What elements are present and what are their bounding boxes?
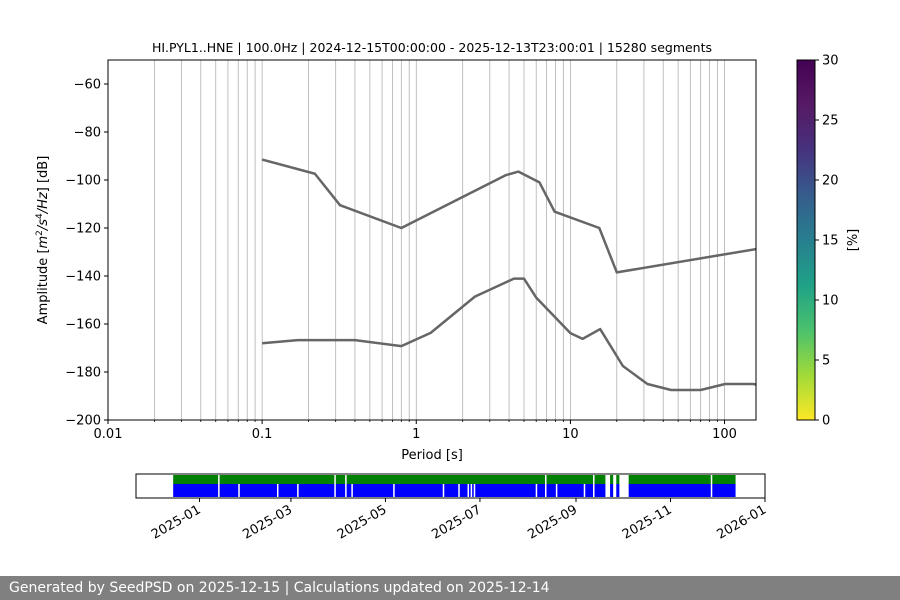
- availability-upper-bar: [173, 475, 606, 484]
- availability-gap: [545, 484, 547, 497]
- timeline-ticks: 2025-01 2025-03 2025-05 2025-07 2025-09 2025-…: [149, 498, 769, 543]
- timeline-tick-label: 2026-01: [714, 502, 769, 542]
- colorbar-tick-label: 15: [822, 234, 839, 249]
- availability-gap: [593, 484, 595, 497]
- y-tick-label: −120: [65, 222, 101, 237]
- timeline-tick-label: 2025-05: [335, 502, 390, 542]
- availability-upper-bar: [610, 475, 614, 484]
- timeline-tick-label: 2025-09: [525, 502, 580, 542]
- noise-model-curves: [261, 158, 756, 392]
- x-tick-label: 100: [712, 427, 737, 442]
- x-axis-label: Period [s]: [401, 448, 463, 463]
- availability-gap: [345, 484, 347, 497]
- availability-gap: [218, 484, 220, 497]
- availability-lower-bar: [628, 484, 736, 497]
- y-axis-ticks: −200 −180 −160 −140 −120 −100 −80 −60: [65, 78, 108, 429]
- y-tick-label: −160: [65, 318, 101, 333]
- y-tick-label: −60: [74, 78, 101, 93]
- x-tick-label: 10: [562, 427, 579, 442]
- availability-gap: [297, 484, 299, 497]
- y-axis-label: Amplitude [m2/s4/Hz] [dB]: [35, 156, 51, 325]
- chart-title: HI.PYL1..HNE | 100.0Hz | 2024-12-15T00:0…: [152, 40, 712, 55]
- availability-gap: [334, 475, 336, 484]
- availability-lower-bar: [616, 484, 620, 497]
- availability-gap: [545, 475, 547, 484]
- availability-gap: [535, 484, 538, 497]
- availability-bars: [173, 475, 736, 497]
- availability-gap: [393, 484, 395, 497]
- availability-lower-bar: [610, 484, 614, 497]
- timeline-tick-label: 2025-03: [240, 502, 295, 542]
- y-tick-label: −100: [65, 174, 101, 189]
- y-tick-label: −140: [65, 270, 101, 285]
- footer-banner: Generated by SeedPSD on 2025-12-15 | Cal…: [0, 576, 900, 600]
- timeline-tick-label: 2025-01: [149, 502, 204, 542]
- period-gridlines: [153, 60, 725, 420]
- x-tick-label: 0.1: [252, 427, 273, 442]
- timeline-tick-label: 2025-07: [429, 502, 484, 542]
- availability-gap: [345, 475, 347, 484]
- x-axis-ticks: 0.01 0.1 1 10 100: [94, 420, 737, 442]
- availability-gap: [555, 484, 558, 497]
- y-tick-label: −80: [74, 126, 101, 141]
- colorbar-tick-label: 10: [822, 294, 839, 309]
- availability-gap: [467, 484, 470, 497]
- colorbar-tick-label: 25: [822, 114, 839, 129]
- availability-gap: [351, 484, 353, 497]
- availability-gap: [442, 484, 445, 497]
- colorbar: 0 5 10 15 20 25 30 [%]: [796, 54, 861, 429]
- availability-gap: [458, 484, 460, 497]
- x-tick-label: 1: [412, 427, 420, 442]
- availability-gap: [583, 484, 586, 497]
- availability-gap: [710, 484, 713, 497]
- availability-gap: [710, 475, 713, 484]
- colorbar-gradient: [796, 59, 816, 421]
- y-tick-label: −200: [65, 414, 101, 429]
- colorbar-tick-label: 20: [822, 174, 839, 189]
- x-tick-label: 0.01: [94, 427, 123, 442]
- availability-gap: [238, 484, 240, 497]
- availability-gap: [470, 484, 473, 497]
- plot-area: 0.01 0.1 1 10 100 −200 −180 −160 −140 −120 −100 −8…: [65, 59, 757, 442]
- colorbar-tick-label: 0: [822, 414, 830, 429]
- colorbar-ticks: 0 5 10 15 20 25 30: [815, 54, 839, 429]
- availability-upper-bar: [628, 475, 736, 484]
- colorbar-label: [%]: [846, 229, 861, 252]
- colorbar-tick-label: 30: [822, 54, 839, 69]
- noise-model-low: [262, 277, 756, 392]
- noise-model-high: [261, 158, 756, 274]
- data-availability-timeline: 2025-01 2025-03 2025-05 2025-07 2025-09 2025-…: [135, 473, 769, 543]
- availability-upper-bar: [616, 475, 620, 484]
- availability-gap: [334, 484, 336, 497]
- colorbar-tick-label: 5: [822, 354, 830, 369]
- y-tick-label: −180: [65, 366, 101, 381]
- availability-gap: [276, 484, 279, 497]
- availability-gap: [473, 484, 476, 497]
- availability-gap: [593, 475, 595, 484]
- availability-lower-bar: [173, 484, 606, 497]
- timeline-tick-label: 2025-11: [620, 502, 675, 542]
- psd-figure: HI.PYL1..HNE | 100.0Hz | 2024-12-15T00:0…: [35, 40, 861, 543]
- availability-gap: [218, 475, 220, 484]
